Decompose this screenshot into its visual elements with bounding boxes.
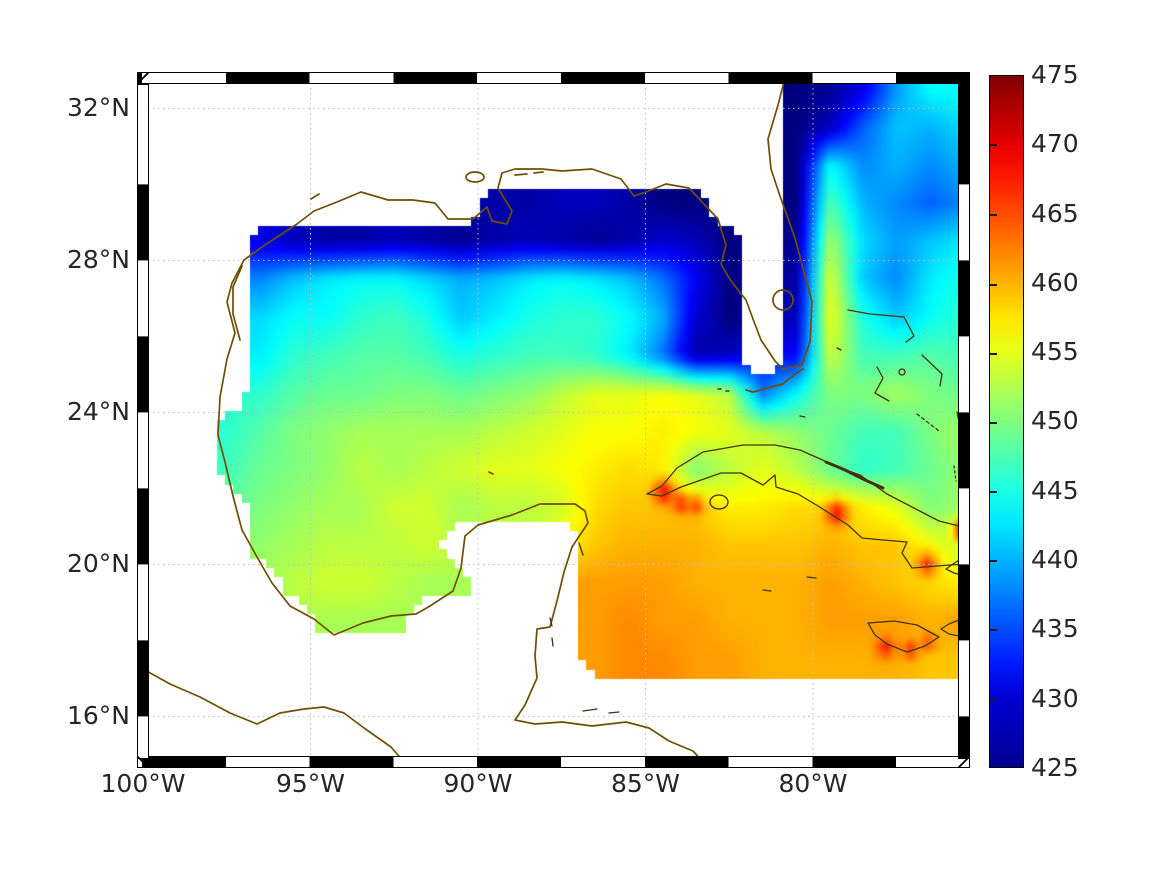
frame-miter-topleft: [137, 72, 149, 84]
x-tick-90w: 90°W: [443, 769, 513, 798]
frame-miter-bottomleft: [137, 756, 149, 768]
map-frame-left: [137, 84, 149, 759]
colorbar-tick: [990, 629, 997, 631]
x-tick-95w: 95°W: [275, 769, 346, 798]
colorbar-label-455: 455: [1031, 337, 1079, 366]
colorbar-label-465: 465: [1031, 199, 1079, 228]
coastline-jamaica: [867, 620, 940, 653]
colorbar-tick: [990, 560, 997, 562]
lake-okeechobee: [772, 289, 794, 311]
colorbar: [989, 75, 1024, 768]
coastline-us-gulf-mexico: [217, 78, 813, 762]
colorbar-label-460: 460: [1031, 268, 1079, 297]
x-tick-85w: 85°W: [610, 769, 681, 798]
bahamas-andros: [874, 366, 890, 402]
colorbar-label-435: 435: [1031, 614, 1079, 643]
map-plot-area: [143, 78, 964, 762]
x-tick-100w: 100°W: [100, 769, 186, 798]
cuba-northern-cays: [824, 460, 885, 490]
colorbar-tick: [990, 491, 997, 493]
map-frame-right: [958, 84, 970, 759]
graticule-gridlines: [143, 78, 964, 762]
coastline-cuba-south: [646, 472, 964, 569]
map-frame-top: [137, 72, 970, 84]
small-islands: [549, 347, 842, 714]
map-overlay: [143, 78, 964, 762]
y-tick-24n: 24°N: [66, 397, 130, 426]
bahamas-grand-bahama-abaco: [847, 309, 915, 343]
coastline-haiti-south: [940, 617, 964, 638]
colorbar-label-445: 445: [1031, 476, 1079, 505]
bahamas-ragged-islands: [953, 465, 957, 482]
frame-miter-topright: [958, 72, 970, 84]
coastline-cuba-north: [646, 444, 964, 531]
colorbar-tick: [990, 699, 997, 701]
colorbar-tick: [990, 422, 997, 424]
bahamas-exuma-chain: [916, 413, 940, 432]
mississippi-barrier-islands: [250, 171, 730, 475]
bahamas-eleuthera: [921, 354, 943, 387]
colorbar-label-450: 450: [1031, 406, 1079, 435]
colorbar-tick: [990, 353, 997, 355]
colorbar-label-440: 440: [1031, 545, 1079, 574]
heatmap-canvas: [143, 78, 964, 762]
colorbar-tick: [990, 214, 997, 216]
colorbar-tick: [990, 284, 997, 286]
y-tick-20n: 20°N: [66, 549, 130, 578]
colorbar-label-470: 470: [1031, 129, 1079, 158]
coastline-haiti-north: [945, 556, 964, 577]
colorbar-tick: [990, 144, 997, 146]
isla-juventud: [709, 494, 729, 510]
coastline-florida-keys: [745, 368, 804, 393]
colorbar-label-475: 475: [1031, 60, 1079, 89]
map-frame-bottom: [137, 756, 970, 768]
texas-barrier-islands: [232, 265, 243, 341]
x-tick-80w: 80°W: [778, 769, 848, 798]
y-tick-32n: 32°N: [66, 93, 130, 122]
coastline-pacific-mexico: [143, 668, 405, 762]
lake-pontchartrain: [465, 171, 485, 183]
y-tick-28n: 28°N: [66, 245, 130, 274]
y-tick-16n: 16°N: [66, 701, 130, 730]
colorbar-label-425: 425: [1031, 753, 1079, 782]
colorbar-label-430: 430: [1031, 684, 1079, 713]
frame-miter-bottomright: [958, 756, 970, 768]
new-providence: [898, 368, 906, 376]
